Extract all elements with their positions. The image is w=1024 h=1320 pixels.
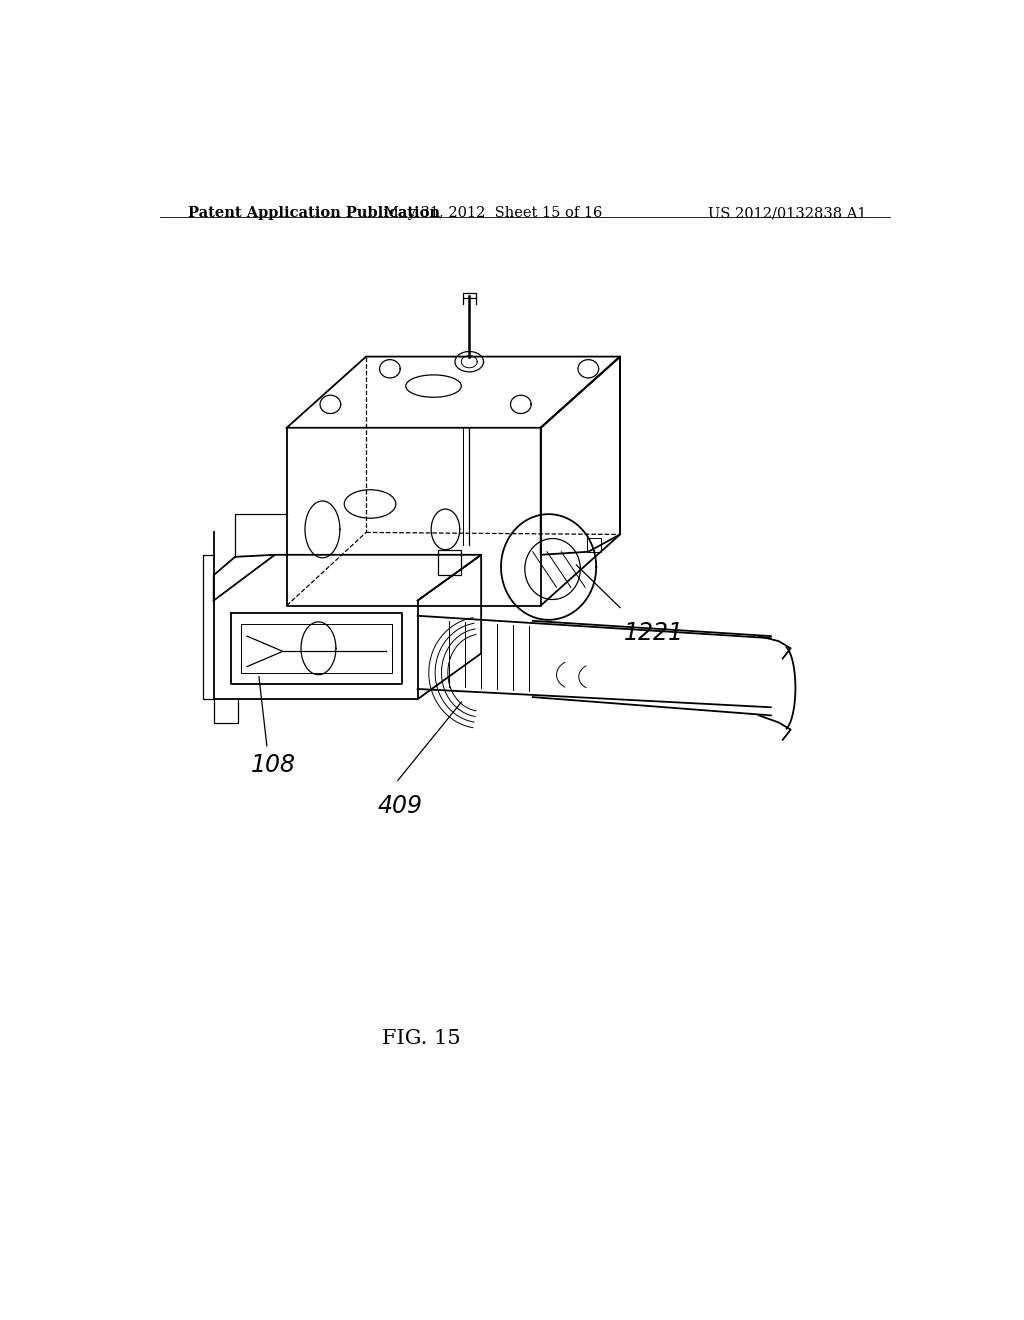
Text: 1221: 1221: [624, 620, 684, 645]
Text: 108: 108: [251, 752, 296, 777]
Text: Patent Application Publication: Patent Application Publication: [187, 206, 439, 220]
Bar: [587, 537, 601, 552]
Text: US 2012/0132838 A1: US 2012/0132838 A1: [708, 206, 866, 220]
Text: FIG. 15: FIG. 15: [382, 1028, 461, 1048]
Text: 409: 409: [378, 793, 423, 817]
Bar: [437, 549, 461, 576]
Text: May 31, 2012  Sheet 15 of 16: May 31, 2012 Sheet 15 of 16: [384, 206, 602, 220]
